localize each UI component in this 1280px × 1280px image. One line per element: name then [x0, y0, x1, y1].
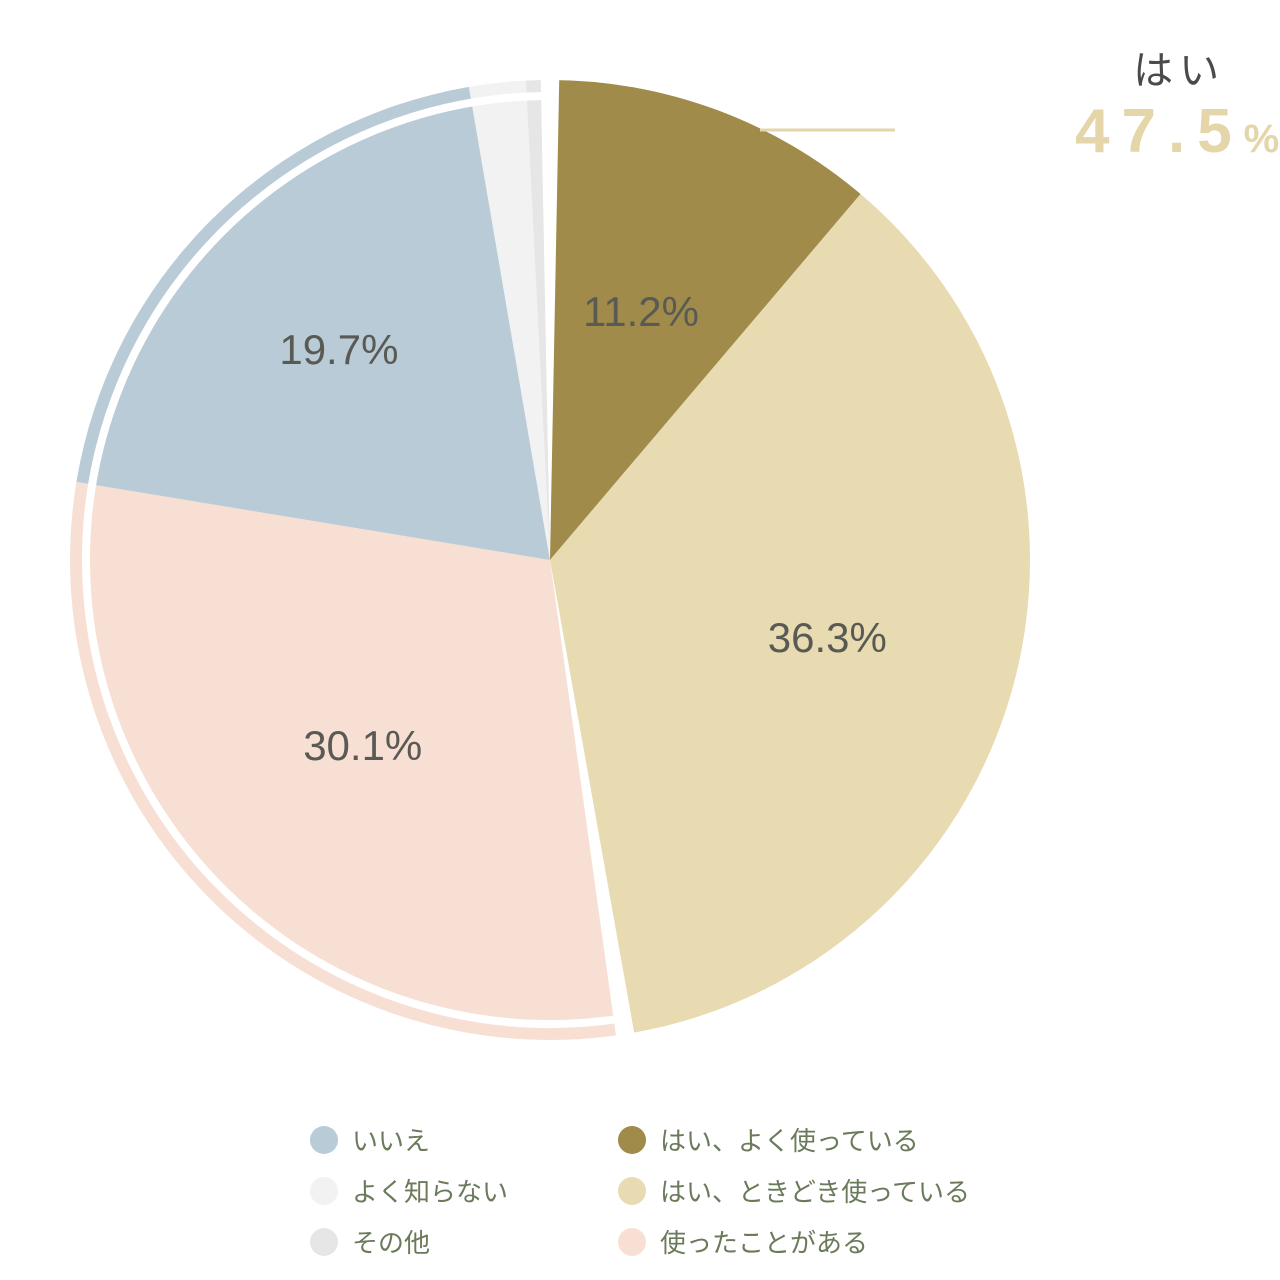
legend-item: 使ったことがある	[618, 1223, 970, 1260]
legend-label: その他	[352, 1223, 430, 1260]
legend-swatch	[310, 1126, 338, 1154]
slice-label: 30.1%	[303, 722, 422, 770]
legend-item: よく知らない	[310, 1172, 508, 1209]
legend-label: はい、ときどき使っている	[660, 1172, 970, 1209]
legend-swatch	[618, 1126, 646, 1154]
legend: いいえよく知らないその他はい、よく使っているはい、ときどき使っている使ったことが…	[0, 1121, 1280, 1260]
legend-swatch	[310, 1177, 338, 1205]
slice-label: 11.2%	[583, 288, 699, 336]
slice-label: 19.7%	[279, 326, 398, 374]
callout: はい 47.5%	[1075, 38, 1280, 167]
legend-label: 使ったことがある	[660, 1223, 868, 1260]
legend-item: その他	[310, 1223, 508, 1260]
pie-chart: 11.2% 36.3% 30.1% 19.7% はい 47.5%	[0, 0, 1280, 1100]
legend-swatch	[618, 1228, 646, 1256]
callout-value: 47.5	[1075, 97, 1244, 166]
legend-label: いいえ	[352, 1121, 430, 1158]
callout-title: はい	[1075, 38, 1280, 96]
legend-swatch	[618, 1177, 646, 1205]
callout-pct: %	[1244, 117, 1280, 161]
legend-item: いいえ	[310, 1121, 508, 1158]
legend-column: いいえよく知らないその他	[310, 1121, 508, 1260]
legend-label: よく知らない	[352, 1172, 508, 1209]
legend-item: はい、ときどき使っている	[618, 1172, 970, 1209]
legend-label: はい、よく使っている	[660, 1121, 919, 1158]
slice-label: 36.3%	[768, 614, 887, 662]
legend-swatch	[310, 1228, 338, 1256]
chart-container: 11.2% 36.3% 30.1% 19.7% はい 47.5% いいえよく知らないそ…	[0, 0, 1280, 1280]
callout-value-row: 47.5%	[1075, 96, 1280, 167]
legend-column: はい、よく使っているはい、ときどき使っている使ったことがある	[618, 1121, 970, 1260]
legend-item: はい、よく使っている	[618, 1121, 970, 1158]
